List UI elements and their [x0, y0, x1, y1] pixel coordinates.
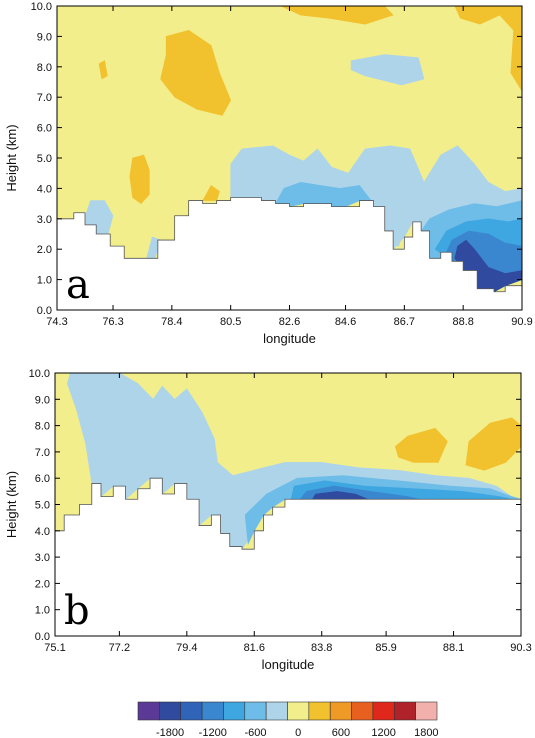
x-axis-label: longitude	[262, 657, 315, 672]
x-tick-label: 85.9	[375, 642, 396, 654]
y-tick-label: 2.0	[35, 578, 50, 590]
colorbar-label: -600	[244, 727, 266, 738]
y-tick-label: 10.0	[31, 1, 52, 13]
colorbar-swatch	[415, 701, 438, 721]
x-tick-label: 90.9	[511, 316, 532, 328]
x-tick-label: 79.4	[176, 642, 197, 654]
y-tick-label: 10.0	[29, 368, 50, 380]
colorbar-label: -1800	[156, 727, 184, 738]
y-tick-label: 6.0	[35, 473, 50, 485]
y-tick-label: 7.0	[37, 92, 52, 104]
x-tick-label: 90.3	[510, 642, 531, 654]
colorbar-swatch	[137, 701, 160, 721]
x-tick-label: 88.8	[452, 316, 473, 328]
colorbar-label: -1200	[199, 727, 227, 738]
contour-region	[202, 184, 220, 201]
y-tick-label: 8.0	[37, 62, 52, 74]
y-axis-label: Height (km)	[4, 471, 19, 538]
x-tick-label: 76.3	[102, 316, 123, 328]
contour-region	[394, 427, 448, 463]
y-tick-label: 2.0	[37, 244, 52, 256]
y-tick-label: 9.0	[35, 394, 50, 406]
contour-region	[465, 417, 521, 471]
panel-label: a	[66, 262, 90, 308]
colorbar-swatch	[372, 701, 395, 721]
y-tick-label: 8.0	[35, 421, 50, 433]
x-tick-label: 80.5	[220, 316, 241, 328]
x-tick-label: 75.1	[44, 642, 65, 654]
colorbar-swatch	[265, 701, 288, 721]
y-tick-label: 0.0	[35, 631, 50, 643]
colorbar-swatch	[308, 701, 331, 721]
x-tick-label: 77.2	[109, 642, 130, 654]
y-axis-label: Height (km)	[4, 124, 19, 191]
y-tick-label: 5.0	[37, 153, 52, 165]
x-tick-label: 74.3	[46, 316, 67, 328]
panel-label: b	[64, 588, 90, 634]
contour-region	[454, 6, 522, 92]
colorbar-label: 0	[295, 727, 301, 738]
y-tick-label: 6.0	[37, 123, 52, 135]
plot-area	[55, 373, 521, 636]
y-tick-label: 3.0	[35, 552, 50, 564]
colorbar-swatch	[329, 701, 352, 721]
colorbar-swatch	[244, 701, 267, 721]
x-tick-label: 78.4	[161, 316, 182, 328]
x-axis-label: longitude	[263, 331, 316, 346]
y-tick-label: 4.0	[37, 183, 52, 195]
x-tick-label: 83.8	[311, 642, 332, 654]
contour-region	[280, 6, 394, 25]
colorbar-swatch	[393, 701, 416, 721]
panel-a: 74.3 76.3 78.4 80.5 82.6 84.6 86.7 88.8 90.9 0.0 1…	[4, 1, 533, 346]
x-tick-label: 82.6	[279, 316, 300, 328]
y-tick-label: 4.0	[35, 526, 50, 538]
y-tick-label: 0.0	[37, 305, 52, 317]
contour-region	[160, 29, 232, 116]
colorbar-swatch	[287, 701, 310, 721]
contour-region	[389, 211, 405, 247]
colorbar-swatch	[351, 701, 374, 721]
colorbar-swatch	[201, 701, 224, 721]
colorbar-swatch	[159, 701, 182, 721]
x-tick-label: 86.7	[394, 316, 415, 328]
colorbar-label: 600	[332, 727, 350, 738]
contour-region	[129, 154, 150, 204]
x-tick-label: 81.6	[244, 642, 265, 654]
colorbar-label: 1800	[414, 727, 438, 738]
x-tick-label: 88.1	[443, 642, 464, 654]
colorbar-label: 1200	[371, 727, 395, 738]
panel-b: 75.1 77.2 79.4 81.6 83.8 85.9 88.1 90.3 0.0 1.0 2.…	[4, 368, 532, 672]
x-tick-label: 84.6	[335, 316, 356, 328]
colorbar-swatch	[180, 701, 203, 721]
y-tick-label: 3.0	[37, 214, 52, 226]
colorbar: -1800 -1200 -600 0 600 1200 1800	[137, 701, 439, 738]
y-tick-label: 9.0	[37, 31, 52, 43]
contour-region	[98, 60, 108, 80]
y-tick-label: 5.0	[35, 500, 50, 512]
terrain-mask	[57, 197, 522, 310]
y-tick-label: 7.0	[35, 447, 50, 459]
colorbar-swatch	[223, 701, 246, 721]
plot-area	[57, 6, 522, 310]
y-tick-label: 1.0	[37, 275, 52, 287]
terrain-mask	[55, 477, 521, 636]
y-tick-label: 1.0	[35, 605, 50, 617]
contour-region	[350, 54, 425, 86]
